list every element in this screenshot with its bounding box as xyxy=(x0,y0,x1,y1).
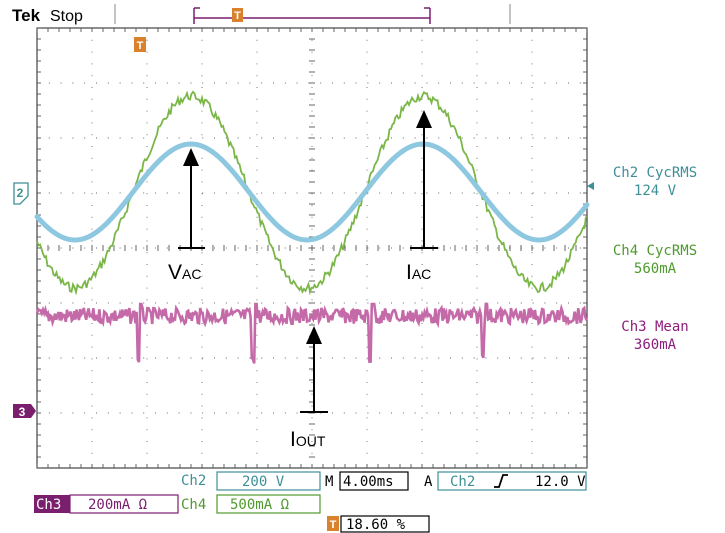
vac-arrow xyxy=(178,148,205,249)
measurement-ch4-cycrms: Ch4 CycRMS 560mA xyxy=(613,243,697,277)
ch3-scale-box xyxy=(69,494,179,514)
ch4-settings-label[interactable]: Ch4 xyxy=(181,497,206,513)
trigger-level-value[interactable]: 12.0 V xyxy=(535,474,586,490)
svg-text:3: 3 xyxy=(19,405,26,419)
trigger-box xyxy=(437,471,587,491)
ch3-waveform xyxy=(35,302,588,364)
svg-text:Ch3 Mean: Ch3 Mean xyxy=(621,319,688,335)
svg-text:2: 2 xyxy=(17,186,24,200)
svg-text:T: T xyxy=(234,10,241,22)
ch3-settings-label[interactable]: Ch3 xyxy=(36,497,61,513)
trigger-position-readout-icon: T xyxy=(327,516,339,531)
measurement-ch3-mean: Ch3 Mean 360mA xyxy=(621,319,688,353)
brand-label: Tek xyxy=(12,6,41,25)
ch3-label-box xyxy=(34,495,70,513)
ch2-waveform xyxy=(34,141,590,243)
iac-arrow xyxy=(410,110,438,249)
ch2-scale-box xyxy=(216,471,321,491)
ch3-scale-value[interactable]: 200mA Ω xyxy=(88,497,147,513)
ch2-scale-value[interactable]: 200 V xyxy=(242,474,285,490)
ch2-settings-label[interactable]: Ch2 xyxy=(181,473,206,489)
trigger-level-icon[interactable] xyxy=(587,182,594,190)
measurement-ch2-cycrms: Ch2 CycRMS 124 V xyxy=(613,165,697,199)
trigger-position-value[interactable]: 18.60 % xyxy=(346,517,406,533)
svg-text:T: T xyxy=(137,40,144,52)
record-view-bar xyxy=(193,7,431,24)
svg-text:124 V: 124 V xyxy=(634,183,677,199)
svg-text:Ch2 CycRMS: Ch2 CycRMS xyxy=(613,165,697,181)
svg-text:Ch4 CycRMS: Ch4 CycRMS xyxy=(613,243,697,259)
iac-label: IAC xyxy=(406,261,431,284)
svg-text:560mA: 560mA xyxy=(634,261,677,277)
record-trigger-icon: T xyxy=(232,8,243,22)
graticule xyxy=(36,27,588,469)
timebase-box xyxy=(339,471,409,491)
trigger-source[interactable]: Ch2 xyxy=(450,474,475,490)
ch4-waveform xyxy=(36,90,587,296)
timebase-value[interactable]: 4.00ms xyxy=(343,474,394,490)
ch3-ground-marker[interactable]: 3 xyxy=(13,404,36,419)
timebase-label: M xyxy=(325,474,333,490)
acquisition-status: Stop xyxy=(50,8,83,25)
rising-edge-icon xyxy=(494,474,508,488)
iout-arrow xyxy=(300,326,328,413)
trigger-position-box xyxy=(340,515,430,533)
iout-label: IOUT xyxy=(290,428,326,451)
ch4-scale-value[interactable]: 500mA Ω xyxy=(230,497,289,513)
trigger-mode-label: A xyxy=(424,474,433,490)
vac-label: VAC xyxy=(168,261,201,284)
ch2-ground-marker[interactable]: 2 xyxy=(13,182,29,205)
ch4-scale-box xyxy=(216,494,321,514)
trigger-position-icon[interactable]: T xyxy=(134,37,146,52)
svg-text:T: T xyxy=(330,519,337,531)
svg-text:360mA: 360mA xyxy=(634,337,677,353)
